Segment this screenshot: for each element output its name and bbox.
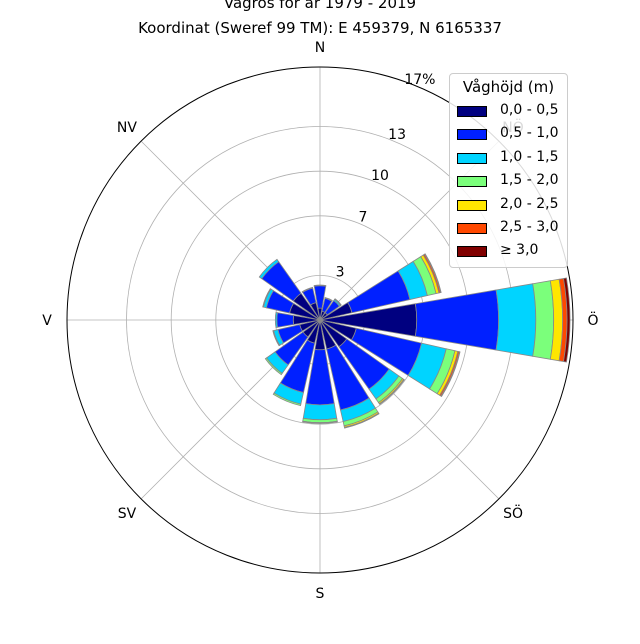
legend-swatch <box>457 152 487 164</box>
radial-tick-label: 3 <box>336 264 345 280</box>
bar-segment <box>414 289 499 351</box>
bar-segment <box>343 412 380 429</box>
bar-segment <box>272 330 281 347</box>
legend-swatch <box>457 106 487 117</box>
legend-label: 1,0 - 1,5 <box>500 148 559 165</box>
bar-segment <box>276 312 295 328</box>
bar-segment <box>258 258 280 280</box>
radial-tick-label: 10 <box>371 168 389 184</box>
bar-segment <box>495 283 537 357</box>
bar-segment <box>313 284 327 287</box>
wind-rose-bars <box>258 253 571 429</box>
chart-subtitle: Koordinat (Sweref 99 TM): E 459379, N 61… <box>138 19 502 37</box>
bar-segment <box>264 357 283 376</box>
bar-segment <box>324 297 333 302</box>
direction-label: SÖ <box>503 504 523 522</box>
bar-segment <box>262 288 272 308</box>
polar-frame <box>66 66 574 574</box>
bar-segment <box>532 280 554 360</box>
legend-label: 0,0 - 0,5 <box>500 102 559 118</box>
bar-segment <box>302 420 338 424</box>
legend-entry: 2,5 - 3,0 <box>457 219 567 239</box>
bar-segment <box>302 403 338 421</box>
radial-tick-label: 7 <box>358 209 367 225</box>
bar-segment <box>563 277 571 363</box>
direction-label: N <box>315 40 325 56</box>
bar-segment <box>334 298 342 306</box>
radial-tick-label: 13 <box>388 127 406 143</box>
legend-label: ≥ 3,0 <box>500 242 539 259</box>
legend-label: 0,5 - 1,0 <box>500 125 559 142</box>
direction-label: S <box>316 586 325 602</box>
direction-label: Ö <box>587 311 598 329</box>
legend-entry: ≥ 3,0 <box>457 242 567 262</box>
chart-title: Vågros för år 1979 - 2019 <box>223 0 417 12</box>
legend-swatch <box>457 176 487 188</box>
radial-tick-label: 17% <box>404 72 435 88</box>
direction-label: SV <box>118 506 137 522</box>
legend-swatch <box>457 223 487 234</box>
legend-title: Våghöjd (m) <box>462 78 555 96</box>
legend-entry: 1,5 - 2,0 <box>457 172 567 192</box>
legend-label: 1,5 - 2,0 <box>500 172 559 189</box>
direction-label: NV <box>117 120 137 136</box>
direction-label: V <box>42 313 52 329</box>
bar-segment <box>378 378 405 405</box>
legend-entry: 2,0 - 2,5 <box>457 196 567 216</box>
legend-swatch <box>457 199 487 211</box>
bar-segment <box>424 253 442 294</box>
bar-segment <box>440 351 461 398</box>
legend-swatch <box>457 129 487 141</box>
legend-swatch <box>457 246 487 258</box>
legend-entry: 0,5 - 1,0 <box>457 125 567 145</box>
bar-segment <box>274 312 278 328</box>
legend-entry: 1,0 - 1,5 <box>457 149 567 169</box>
legend-label: 2,0 - 2,5 <box>500 195 559 212</box>
bar-segment <box>301 286 314 293</box>
legend: Våghöjd (m) 0,0 - 0,5 0,5 - 1,0 1,0 - 1,5 1… <box>449 73 568 268</box>
legend-label: 2,5 - 3,0 <box>500 219 559 235</box>
legend-entry: 0,0 - 0,5 <box>457 102 567 122</box>
bar-segment <box>272 392 302 407</box>
